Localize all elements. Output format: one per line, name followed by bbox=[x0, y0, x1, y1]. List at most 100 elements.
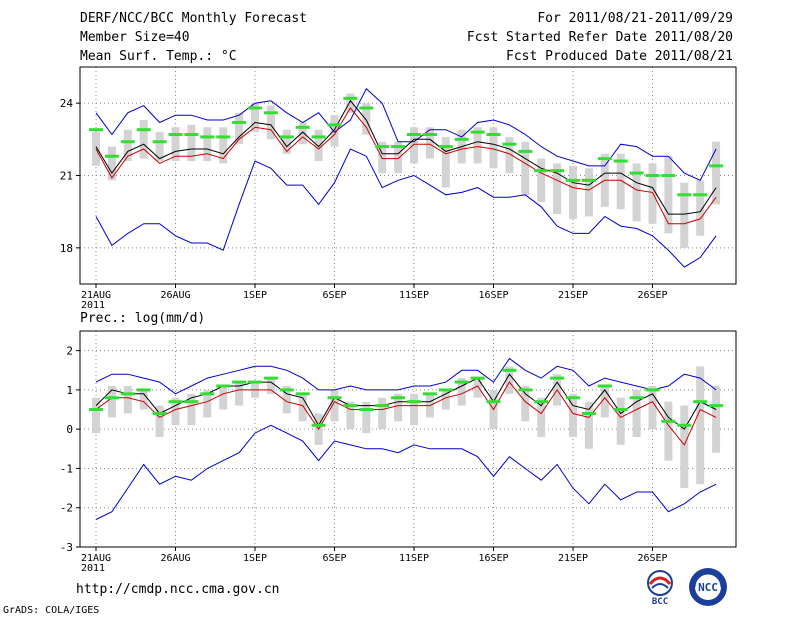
temp-xtick-label: 26AUG bbox=[160, 290, 190, 301]
precip-marker bbox=[709, 404, 724, 408]
precip-marker bbox=[343, 404, 358, 408]
precip-marker bbox=[184, 400, 199, 404]
member-size: Member Size=40 bbox=[80, 30, 190, 45]
temp-spread-box bbox=[712, 141, 721, 205]
precip-ytick-label: 2 bbox=[66, 345, 73, 358]
temp-spread-box bbox=[171, 127, 180, 162]
temp-marker bbox=[581, 178, 596, 182]
precip-marker bbox=[311, 423, 326, 427]
temp-marker bbox=[120, 140, 135, 144]
temp-marker bbox=[391, 145, 406, 149]
precip-spread-box bbox=[92, 397, 100, 434]
temp-xtick-label: 6SEP bbox=[322, 290, 346, 301]
forecast-started-date: Fcst Started Refer Date 2011/08/20 bbox=[466, 30, 733, 45]
precip-marker bbox=[104, 396, 119, 400]
temp-spread-box bbox=[425, 127, 434, 159]
precip-marker bbox=[168, 400, 183, 404]
precip-marker bbox=[295, 392, 310, 396]
precip-panel-title: Prec.: log(mm/d) bbox=[80, 311, 206, 326]
precip-marker bbox=[327, 396, 342, 400]
temp-marker bbox=[168, 133, 183, 137]
precip-marker bbox=[407, 400, 421, 404]
bcc-logo-text: BCC bbox=[652, 597, 668, 606]
temp-marker bbox=[407, 133, 421, 137]
temp-max-line bbox=[95, 87, 717, 181]
temp-marker bbox=[263, 111, 278, 115]
precip-spread-box bbox=[123, 385, 132, 414]
temp-marker bbox=[454, 137, 469, 141]
precip-marker bbox=[502, 368, 517, 372]
precip-marker bbox=[581, 411, 596, 415]
precip-ytick-label: -3 bbox=[60, 541, 73, 554]
temp-marker bbox=[566, 178, 580, 182]
temp-marker bbox=[661, 174, 676, 177]
precip-spread-box bbox=[648, 385, 657, 430]
precip-xyear-label: 2011 bbox=[81, 563, 105, 574]
temp-marker bbox=[184, 133, 199, 137]
temp-spread-box bbox=[314, 129, 323, 162]
precip-spread-box bbox=[219, 385, 228, 410]
forecast-period: For 2011/08/21-2011/09/29 bbox=[537, 11, 733, 26]
temp-spread-box bbox=[489, 127, 498, 169]
temp-marker bbox=[279, 135, 294, 139]
precip-mean-line bbox=[95, 373, 717, 430]
temp-spread-box bbox=[584, 168, 593, 217]
temp-xtick-label: 21SEP bbox=[558, 290, 588, 301]
precip-spread-box bbox=[441, 389, 450, 410]
temp-spread-box bbox=[187, 124, 196, 162]
precip-marker bbox=[566, 396, 580, 400]
temp-marker bbox=[422, 133, 437, 137]
temp-xtick-label: 16SEP bbox=[478, 290, 508, 301]
temp-ytick-label: 24 bbox=[60, 97, 74, 110]
temp-spread-box bbox=[680, 182, 689, 248]
precip-spread-box bbox=[457, 378, 466, 406]
temp-ytick-label: 21 bbox=[60, 170, 73, 183]
precip-spread-box bbox=[346, 401, 355, 430]
precip-spread-box bbox=[394, 393, 403, 422]
precip-xtick-label: 16SEP bbox=[478, 553, 508, 564]
temp-marker bbox=[518, 149, 533, 153]
precip-marker bbox=[263, 376, 278, 380]
precip-spread-box bbox=[521, 385, 530, 422]
temp-marker bbox=[645, 174, 660, 177]
precip-spread-box bbox=[712, 385, 721, 453]
precip-max-line bbox=[95, 357, 717, 395]
precip-marker bbox=[550, 376, 565, 380]
bcc-logo-icon: BCC bbox=[647, 570, 673, 607]
temp-panel: 18 21 24 21AUG 26AUG 1SEP 6SEP 11SEP 16SEP 21SEP 2… bbox=[60, 66, 737, 311]
temp-marker bbox=[216, 135, 231, 139]
precip-spread-box bbox=[266, 378, 275, 394]
temp-mean-line bbox=[95, 99, 717, 215]
precip-xtick-label: 26SEP bbox=[637, 553, 667, 564]
temp-marker bbox=[629, 171, 644, 175]
ncc-logo-icon: NCC bbox=[689, 568, 727, 606]
precip-spread-box bbox=[362, 401, 371, 434]
precip-xtick-label: 11SEP bbox=[399, 553, 429, 564]
temp-spread-box bbox=[92, 132, 100, 166]
ncc-logo: NCC bbox=[684, 566, 732, 612]
precip-spread-box bbox=[696, 366, 705, 485]
temp-spread-box bbox=[298, 122, 307, 145]
precip-marker bbox=[375, 404, 390, 408]
precip-min-line bbox=[95, 424, 717, 520]
temp-marker bbox=[359, 106, 374, 110]
precip-spread-box bbox=[235, 382, 244, 406]
temp-spread-box bbox=[696, 180, 705, 236]
source-url[interactable]: http://cmdp.ncc.cma.gov.cn bbox=[76, 582, 280, 597]
temp-marker bbox=[534, 169, 549, 173]
ncc-logo-text: NCC bbox=[698, 581, 718, 594]
precip-spread-box bbox=[378, 397, 387, 430]
temp-marker bbox=[327, 123, 342, 127]
precip-marker bbox=[232, 380, 247, 384]
precip-frame bbox=[79, 330, 737, 548]
temp-marker bbox=[709, 164, 724, 168]
precip-xtick-label: 6SEP bbox=[322, 553, 346, 564]
temp-marker bbox=[200, 135, 215, 139]
precip-marker bbox=[661, 419, 676, 423]
chart-title: DERF/NCC/BCC Monthly Forecast bbox=[80, 11, 307, 26]
temp-marker bbox=[693, 193, 708, 197]
precip-spread-box bbox=[616, 397, 625, 445]
precip-xtick-label: 26AUG bbox=[160, 553, 190, 564]
precip-ytick-label: -1 bbox=[60, 462, 73, 475]
